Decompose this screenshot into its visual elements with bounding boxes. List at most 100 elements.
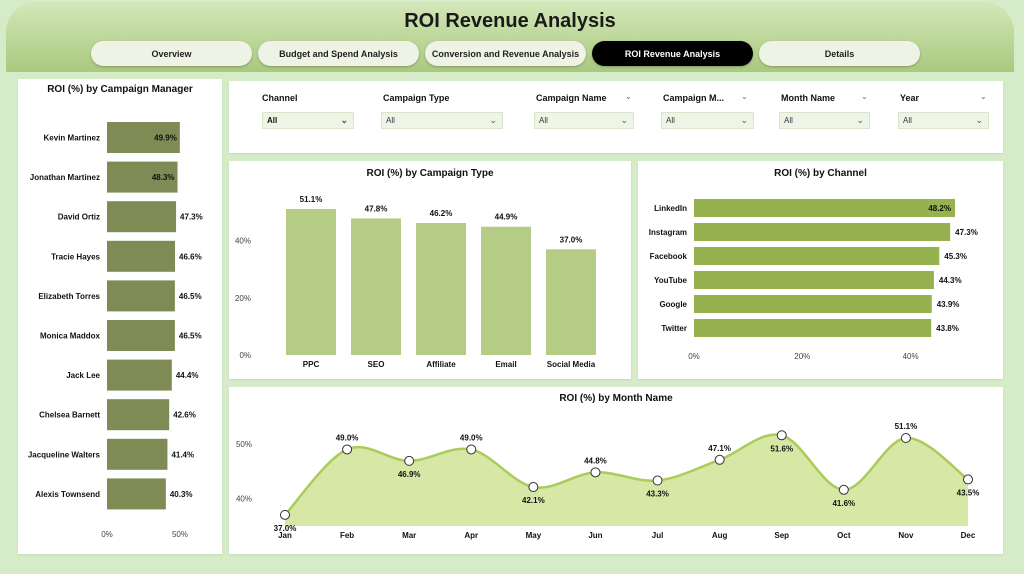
page-title: ROI Revenue Analysis	[404, 10, 616, 32]
bar	[107, 201, 177, 233]
data-label: 44.8%	[584, 456, 607, 465]
bar	[107, 399, 170, 431]
dropdown-value: All	[666, 116, 675, 125]
data-label: 37.0%	[560, 235, 583, 244]
chart-title: ROI (%) by Campaign Manager	[47, 84, 193, 95]
bar	[694, 199, 955, 217]
dropdown-value: All	[267, 116, 278, 125]
chevron-down-icon[interactable]: ⌄	[625, 92, 632, 101]
filter-label: Channel	[262, 93, 298, 103]
tab-budget-and-spend-analysis[interactable]: Budget and Spend Analysis	[258, 41, 419, 66]
category-label: Jonathan Martinez	[30, 173, 100, 182]
tab-overview[interactable]: Overview	[91, 41, 252, 66]
chevron-down-icon: ⌄	[489, 115, 497, 125]
campaign-name-dropdown[interactable]: All ⌄	[534, 112, 634, 129]
bar	[694, 271, 934, 289]
campaign-type-dropdown[interactable]: All ⌄	[381, 112, 503, 129]
category-label: Facebook	[650, 252, 688, 261]
x-tick-label: Oct	[837, 531, 851, 540]
series-line	[284, 433, 969, 516]
x-tick-label: Feb	[340, 531, 354, 540]
x-tick-label: 0%	[101, 530, 113, 539]
chevron-down-icon[interactable]: ⌄	[980, 92, 987, 101]
filter-campaign-type: Campaign Type All ⌄	[381, 93, 503, 129]
category-label: SEO	[368, 360, 385, 369]
channel-chart-card: ROI (%) by Channel LinkedIn 48.2% Instagra…	[638, 161, 1003, 379]
category-label: PPC	[303, 360, 320, 369]
data-label: 45.3%	[944, 252, 967, 261]
tab-details[interactable]: Details	[759, 41, 920, 66]
data-point	[714, 454, 725, 465]
bar	[481, 226, 531, 355]
chevron-down-icon: ⌄	[856, 115, 864, 125]
data-point	[342, 444, 353, 455]
data-point	[652, 475, 663, 486]
data-label: 47.3%	[180, 213, 203, 222]
x-tick-label: Jun	[588, 531, 602, 540]
manager-bar-chart: Kevin Martinez 49.9% Jonathan Martinez 48.3…	[28, 122, 203, 539]
area-fill	[285, 434, 968, 526]
tab-roi-revenue-analysis[interactable]: ROI Revenue Analysis	[592, 41, 753, 66]
bar	[107, 478, 166, 510]
x-tick-label: Aug	[712, 531, 728, 540]
category-label: Kevin Martinez	[44, 134, 100, 143]
category-label: Affiliate	[426, 360, 456, 369]
x-tick-label: 40%	[903, 352, 919, 361]
campaign-manager-dropdown[interactable]: All ⌄	[661, 112, 754, 129]
bar	[416, 223, 466, 355]
channel-bar-chart: LinkedIn 48.2% Instagram 47.3% Facebook 45.3%…	[649, 199, 978, 361]
x-tick-label: May	[526, 531, 542, 540]
month-area-chart: 40% 50% 37.0%Jan 49.0% Feb 46.9% Mar 49.0% Apr 42…	[236, 422, 980, 540]
chart-title: ROI (%) by Channel	[774, 168, 867, 179]
filter-label: Year	[900, 93, 920, 103]
data-label: 42.6%	[173, 411, 196, 420]
y-tick-label: 40%	[236, 495, 252, 504]
data-label: 46.6%	[179, 252, 202, 261]
data-label: 43.5%	[957, 488, 980, 497]
data-label: 46.5%	[179, 292, 202, 301]
data-label: 51.1%	[895, 422, 918, 431]
x-tick-label: 0%	[688, 352, 700, 361]
data-label: 42.1%	[522, 496, 545, 505]
data-point	[963, 474, 973, 485]
x-tick-label: 50%	[172, 530, 188, 539]
year-dropdown[interactable]: All ⌄	[898, 112, 989, 129]
category-label: Monica Maddox	[40, 332, 101, 341]
data-point	[280, 509, 290, 520]
data-point	[776, 430, 787, 441]
chevron-down-icon[interactable]: ⌄	[741, 92, 748, 101]
bar	[107, 320, 175, 351]
bar	[107, 161, 178, 193]
data-label: 47.8%	[365, 204, 388, 213]
data-label: 48.2%	[928, 204, 951, 213]
campaign-type-bar-chart: 0% 20% 40% 51.1% PPC 47.8% SEO 46.2% Affiliate 44…	[235, 195, 596, 369]
filter-campaign-manager: Campaign M... ⌄ All ⌄	[661, 92, 754, 129]
chevron-down-icon[interactable]: ⌄	[861, 92, 868, 101]
data-label: 43.9%	[937, 300, 960, 309]
category-label: Instagram	[649, 228, 687, 237]
chevron-down-icon: ⌄	[740, 115, 748, 125]
month-name-dropdown[interactable]: All ⌄	[779, 112, 870, 129]
data-label: 46.2%	[430, 209, 453, 218]
category-label: Twitter	[661, 324, 687, 333]
category-label: Social Media	[547, 360, 596, 369]
data-label: 49.0%	[336, 433, 359, 442]
data-label: 47.3%	[955, 228, 978, 237]
tab-conversion-and-revenue-analysis[interactable]: Conversion and Revenue Analysis	[425, 41, 586, 66]
bar	[107, 122, 180, 153]
chevron-down-icon: ⌄	[340, 115, 348, 125]
data-point	[404, 455, 415, 466]
chevron-down-icon: ⌄	[975, 115, 983, 125]
campaign-type-chart-card: ROI (%) by Campaign Type 0% 20% 40% 51.1% PP…	[229, 161, 631, 379]
channel-dropdown[interactable]: All ⌄	[262, 112, 354, 129]
category-label: Tracie Hayes	[51, 252, 100, 261]
chart-title: ROI (%) by Campaign Type	[366, 168, 494, 179]
month-chart-card: ROI (%) by Month Name 40% 50% 37.0% Jan 49.0…	[229, 387, 1003, 554]
data-label: 51.6%	[770, 444, 793, 453]
filter-label: Campaign Type	[383, 93, 450, 103]
filter-month-name: Month Name ⌄ All ⌄	[779, 92, 870, 129]
data-label: 43.8%	[936, 324, 959, 333]
data-label: 44.3%	[939, 276, 962, 285]
data-label: 46.5%	[179, 332, 202, 341]
data-label: 49.9%	[154, 134, 177, 143]
